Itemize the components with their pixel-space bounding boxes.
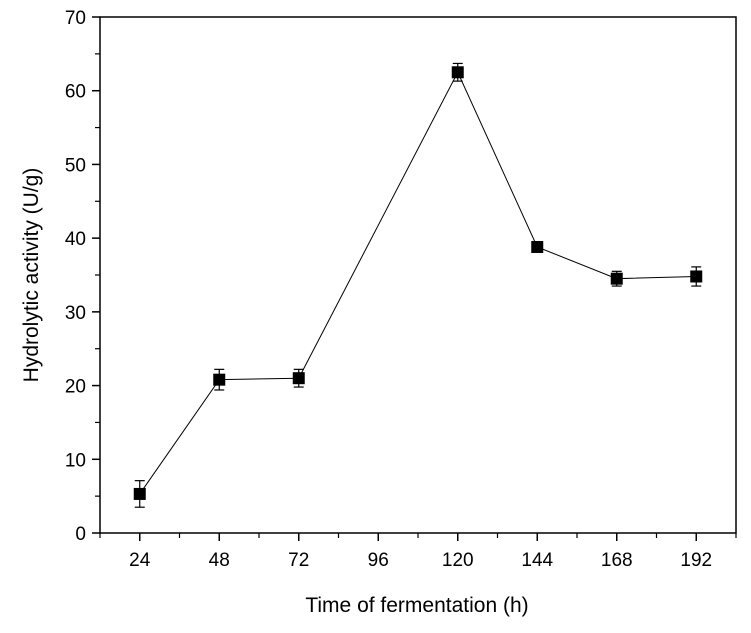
y-axis-ticks: 0 10 20 30 40 50 60 70 bbox=[65, 8, 100, 545]
y-axis-label: Hydrolytic activity (U/g) bbox=[20, 168, 43, 383]
data-series bbox=[133, 62, 703, 508]
x-axis-label: Time of fermentation (h) bbox=[305, 594, 528, 617]
data-point bbox=[451, 66, 464, 79]
data-point bbox=[213, 373, 226, 386]
x-tick-label: 72 bbox=[288, 550, 309, 571]
y-tick-label: 20 bbox=[65, 377, 86, 398]
x-tick-label: 24 bbox=[129, 550, 151, 571]
y-tick-label: 70 bbox=[65, 8, 86, 29]
y-tick-label: 10 bbox=[65, 450, 86, 471]
data-point bbox=[292, 372, 305, 385]
x-tick-label: 120 bbox=[442, 550, 474, 571]
plot-frame bbox=[99, 16, 737, 534]
x-tick-label: 48 bbox=[209, 550, 230, 571]
data-point bbox=[133, 487, 146, 500]
data-point bbox=[610, 272, 623, 285]
y-tick-label: 40 bbox=[65, 229, 86, 250]
y-tick-label: 0 bbox=[75, 524, 86, 545]
x-axis-ticks: 24 48 72 96 120 144 168 192 bbox=[99, 533, 737, 571]
x-tick-label: 144 bbox=[521, 550, 553, 571]
y-tick-label: 60 bbox=[65, 82, 86, 103]
plot-axes bbox=[99, 16, 737, 534]
x-tick-label: 192 bbox=[680, 550, 712, 571]
data-point bbox=[531, 240, 544, 253]
data-point bbox=[690, 270, 703, 283]
y-tick-label: 50 bbox=[65, 155, 86, 176]
y-tick-label: 30 bbox=[65, 303, 86, 324]
x-tick-label: 96 bbox=[368, 550, 389, 571]
x-tick-label: 168 bbox=[601, 550, 633, 571]
